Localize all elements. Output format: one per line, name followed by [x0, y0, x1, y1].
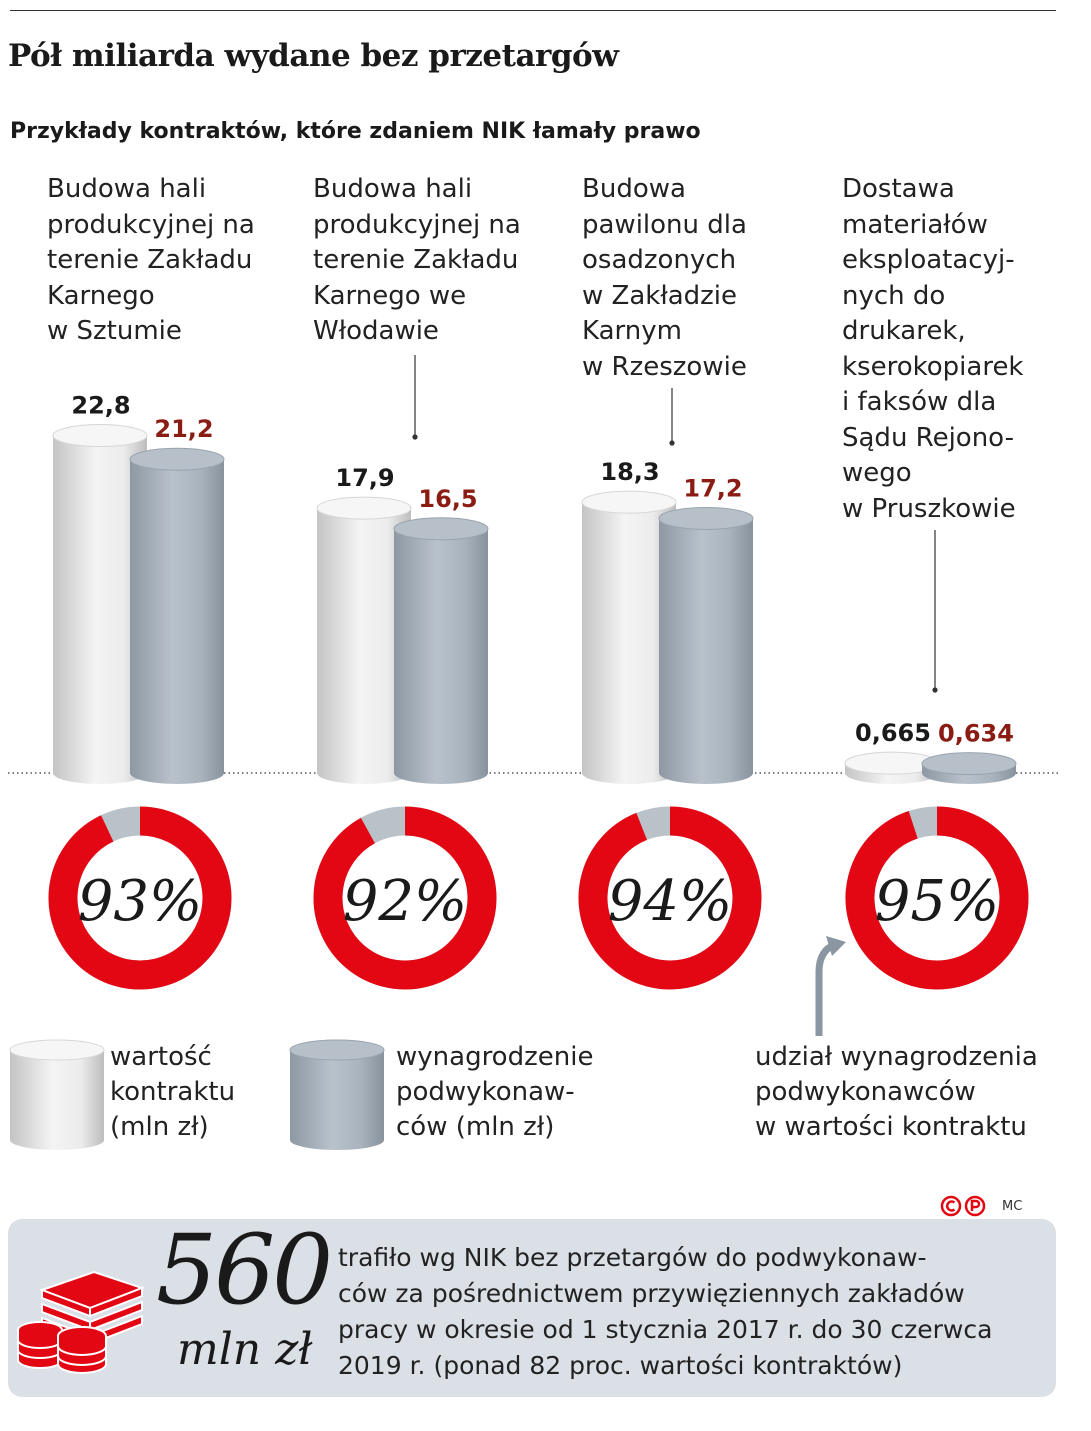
legend-swatch-subcontractor-top [289, 1039, 385, 1061]
bar-subcontractor-value-body [394, 528, 488, 784]
bar-subcontractor-value [658, 506, 754, 784]
bar-subcontractor-value [393, 517, 489, 784]
arrow-head [826, 936, 846, 956]
legend-swatch-contract-body [10, 1050, 104, 1150]
data-label-contract: 17,9 [335, 464, 394, 492]
bar-contract-value-body [582, 502, 676, 784]
data-label-subcontractor: 21,2 [154, 415, 213, 443]
money-stack-icon [17, 1270, 145, 1374]
data-label-contract: 22,8 [71, 392, 130, 420]
category-label: Budowa hali produkcyjnej na terenie Zakł… [313, 174, 521, 346]
top-rule [10, 10, 1056, 11]
copyright-icon [940, 1195, 986, 1217]
summary-text: trafiło wg NIK bez przetargów do podwyko… [338, 1243, 993, 1380]
bar-contract-value-body [53, 435, 147, 784]
bar-subcontractor-value [129, 447, 225, 784]
author-credit: MC [1002, 1199, 1023, 1214]
legend-label-contract: wartość kontraktu (mln zł) [110, 1042, 236, 1142]
bar-contract-value [52, 424, 148, 784]
bar-subcontractor-value-body [659, 518, 753, 784]
bar-subcontractor-value-top [921, 752, 1017, 776]
legend-swatch-contract-top [9, 1039, 105, 1061]
share-donut: 93% [48, 806, 232, 990]
bar-subcontractor-value-top [658, 506, 754, 530]
bar-subcontractor-value-top [393, 517, 489, 541]
bar-subcontractor-value-top [129, 447, 225, 471]
share-arc [313, 806, 497, 990]
share-label: 92% [343, 869, 467, 934]
bar-contract-value-body [317, 508, 411, 784]
summary-box [8, 1219, 1056, 1397]
legend-label-subcontractor: wynagrodzenie podwykonaw- ców (mln zł) [396, 1042, 594, 1142]
leader-dot [412, 434, 418, 440]
page-title: Pół miliarda wydane bez przetargów [8, 38, 619, 74]
data-label-subcontractor: 16,5 [418, 485, 477, 513]
share-arc [578, 806, 762, 990]
category-label: Dostawa materiałów eksploatacyj- nych do… [842, 174, 1024, 524]
share-donut: 95% [845, 806, 1029, 990]
legend-label-share: udział wynagrodzenia podwykonawców w war… [755, 1042, 1038, 1142]
legend-swatch-subcontractor [289, 1039, 385, 1150]
leader-dot [669, 440, 675, 446]
share-arc [845, 806, 1029, 990]
leader-dot [932, 687, 938, 693]
data-label-contract: 0,665 [855, 719, 931, 747]
share-label: 93% [78, 869, 202, 934]
bar-contract-value [581, 490, 677, 784]
category-label: Budowa pawilonu dla osadzonych w Zakładz… [582, 174, 747, 382]
share-label: 94% [608, 869, 732, 934]
page-subtitle: Przykłady kontraktów, które zdaniem NIK … [10, 119, 701, 144]
share-donut: 92% [313, 806, 497, 990]
legend-swatch-contract [9, 1039, 105, 1150]
data-label-subcontractor: 0,634 [938, 720, 1014, 748]
data-label-contract: 18,3 [600, 458, 659, 486]
share-donut: 94% [578, 806, 762, 990]
category-label: Budowa hali produkcyjnej na terenie Zakł… [47, 174, 255, 346]
share-label: 95% [875, 869, 999, 934]
summary-unit: mln zł [177, 1324, 313, 1375]
bar-contract-value-top [316, 496, 412, 520]
bar-subcontractor-value-body [130, 459, 224, 784]
legend-swatch-subcontractor-body [290, 1050, 384, 1150]
bar-subcontractor-value [921, 752, 1017, 784]
share-arc [48, 806, 232, 990]
bar-contract-value-top [52, 424, 148, 448]
bar-contract-value [316, 496, 412, 784]
summary-value: 560 [156, 1214, 333, 1326]
arrow-shaft [815, 940, 838, 1036]
data-label-subcontractor: 17,2 [683, 474, 742, 502]
bar-contract-value-top [581, 490, 677, 514]
